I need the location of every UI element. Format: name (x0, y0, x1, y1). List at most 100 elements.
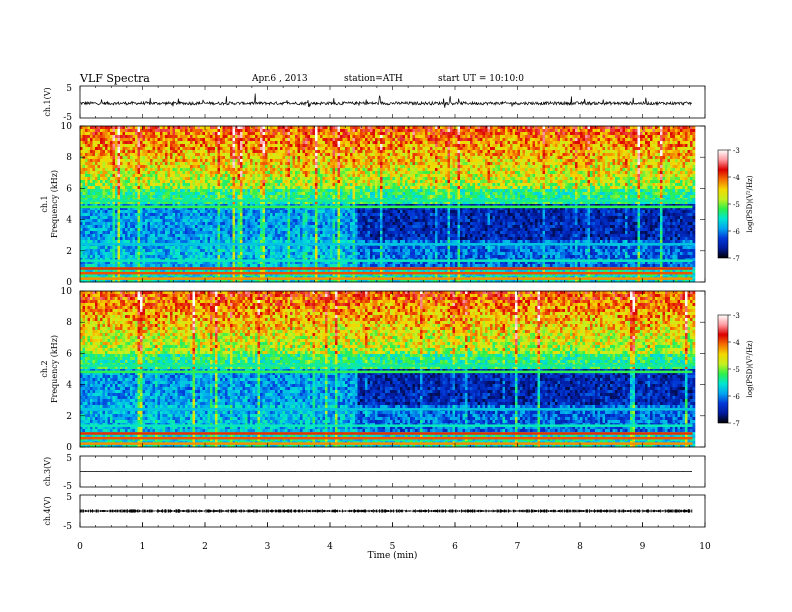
spectrogram-ch1-cell (115, 222, 118, 225)
spectrogram-ch1-cell (105, 168, 108, 171)
spectrogram-ch1-cell (133, 234, 136, 237)
spectrogram-ch1-cell (103, 240, 106, 243)
spectrogram-ch1-cell (105, 144, 108, 147)
spectrogram-ch1-cell (93, 132, 96, 135)
spectrogram-ch1-cell (83, 168, 86, 171)
spectrogram-ch1-cell (115, 177, 118, 180)
spectrogram-ch1-cell (93, 177, 96, 180)
spectrogram-ch1-cell (113, 219, 116, 222)
spectrogram-ch1-cell (95, 237, 98, 240)
spectrogram-ch1-cell (125, 189, 128, 192)
spectrogram-ch1-cell (93, 219, 96, 222)
spectrogram-ch1-cell (130, 135, 133, 138)
spectrogram-ch1-cell (80, 213, 83, 216)
spectrogram-ch1-cell (128, 219, 131, 222)
spectrogram-ch1-cell (115, 264, 118, 267)
spectrogram-ch1-cell (140, 135, 143, 138)
spectrogram-ch1-cell (90, 141, 93, 144)
spectrogram-ch1-cell (120, 234, 123, 237)
spectrogram-ch1-cell (80, 144, 83, 147)
spectrogram-ch1-cell (95, 195, 98, 198)
spectrogram-ch1-cell (118, 132, 121, 135)
spectrogram-ch1-cell (140, 225, 143, 228)
spectrogram-ch1-cell (93, 249, 96, 252)
spectrogram-ch1-cell (133, 246, 136, 249)
spectrogram-ch1-cell (138, 135, 141, 138)
spectrogram-ch1-cell (103, 186, 106, 189)
spectrogram-ch1-cell (108, 168, 111, 171)
spectrogram-ch1-cell (85, 246, 88, 249)
spectrogram-ch1-cell (98, 252, 101, 255)
spectrogram-ch1-cell (135, 153, 138, 156)
spectrogram-ch1-cell (100, 237, 103, 240)
spectrogram-ch1-cell (138, 153, 141, 156)
spectrogram-ch1-cell (93, 228, 96, 231)
spectrogram-ch1-cell (98, 216, 101, 219)
spectrogram-ch1-cell (103, 195, 106, 198)
spectrogram-ch1-cell (115, 189, 118, 192)
spectrogram-ch1-cell (110, 183, 113, 186)
spectrogram-ch1-cell (95, 135, 98, 138)
spectrogram-ch1-cell (135, 246, 138, 249)
spectrogram-ch1-cell (140, 237, 143, 240)
spectrogram-ch1-cell (123, 216, 126, 219)
spectrogram-ch1-cell (88, 183, 91, 186)
spectrogram-ch1-cell (138, 129, 141, 132)
spectrogram-ch1-cell (95, 246, 98, 249)
spectrogram-ch1-cell (95, 168, 98, 171)
spectrogram-ch1-cell (105, 153, 108, 156)
spectrogram-ch1-cell (95, 153, 98, 156)
spectrogram-ch1-cell (140, 171, 143, 174)
spectrogram-ch1-cell (130, 183, 133, 186)
spectrogram-ch1-cell (110, 156, 113, 159)
spectrogram-ch1-cell (93, 222, 96, 225)
spectrogram-ch1-cell (130, 255, 133, 258)
spectrogram-ch1-cell (108, 153, 111, 156)
spectrogram-ch1-cell (140, 264, 143, 267)
spectrogram-ch1-cell (90, 180, 93, 183)
spectrogram-ch1-cell (135, 222, 138, 225)
spectrogram-ch1-cell (93, 153, 96, 156)
spectrogram-ch1-cell (138, 210, 141, 213)
spectrogram-ch1-cell (100, 168, 103, 171)
spectrogram-ch1-cell (100, 231, 103, 234)
spectrogram-ch1-cell (118, 156, 121, 159)
spectrogram-ch1-cell (83, 147, 86, 150)
spectrogram-ch1-cell (95, 186, 98, 189)
spectrogram-ch1-cell (110, 264, 113, 267)
spectrogram-ch1-cell (93, 171, 96, 174)
spectrogram-ch1-cell (100, 240, 103, 243)
spectrogram-ch1-cell (103, 255, 106, 258)
spectrogram-ch1-cell (100, 195, 103, 198)
spectrogram-ch1-cell (103, 150, 106, 153)
spectrogram-ch1-cell (113, 240, 116, 243)
spectrogram-ch1-cell (133, 231, 136, 234)
spectrogram-ch1-cell (85, 138, 88, 141)
spectrogram-ch1-cell (83, 192, 86, 195)
spectrogram-ch1-cell (98, 195, 101, 198)
spectrogram-ch1-cell (90, 252, 93, 255)
spectrogram-ch1-cell (113, 225, 116, 228)
spectrogram-ch1-cell (113, 180, 116, 183)
waveform-ch1-trace (80, 94, 692, 108)
spectrogram-ch1-cell (140, 168, 143, 171)
spectrogram-ch1-cell (118, 147, 121, 150)
spectrogram-ch1-cell (135, 231, 138, 234)
spectrogram-ch1-cell (118, 168, 121, 171)
spectrogram-ch1-cell (133, 177, 136, 180)
spectrogram-ch1-cell (100, 246, 103, 249)
spectrogram-ch1-cell (133, 174, 136, 177)
spectrogram-ch1-cell (125, 264, 128, 267)
spectrogram-ch1-cell (128, 252, 131, 255)
spectrogram-ch1-cell (85, 162, 88, 165)
spectrogram-ch1-cell (88, 144, 91, 147)
spectrogram-ch1-cell (85, 195, 88, 198)
spectrogram-ch1-cell (113, 255, 116, 258)
spectrogram-ch1-cell (103, 162, 106, 165)
spectrogram-ch1-cell (138, 180, 141, 183)
spectrogram-ch1-cell (140, 183, 143, 186)
spectrogram-ch1-cell (83, 189, 86, 192)
spectrogram-ch1-cell (123, 126, 126, 129)
spectrogram-ch1-cell (105, 165, 108, 168)
spectrogram-ch1-cell (80, 147, 83, 150)
